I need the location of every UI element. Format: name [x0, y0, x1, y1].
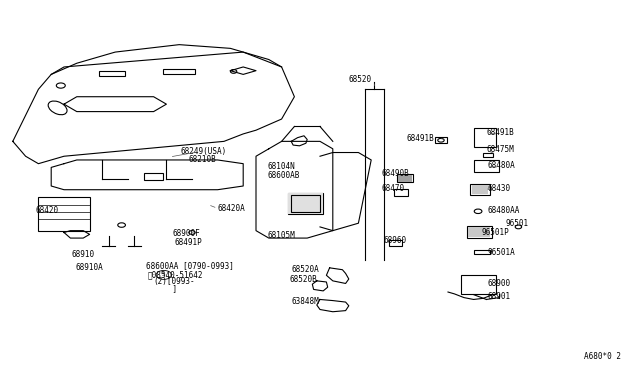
Text: 68910A: 68910A [76, 263, 104, 272]
Text: 68910: 68910 [72, 250, 95, 259]
FancyBboxPatch shape [398, 175, 412, 182]
Text: ]: ] [154, 284, 177, 293]
Text: 68210B: 68210B [189, 155, 216, 164]
Text: 68600AA [0790-0993]: 68600AA [0790-0993] [146, 262, 234, 270]
FancyBboxPatch shape [468, 227, 490, 237]
Text: 68520A: 68520A [291, 265, 319, 274]
Text: 68105M: 68105M [268, 231, 295, 240]
Text: 63848M: 63848M [291, 297, 319, 306]
Text: 68420: 68420 [36, 206, 59, 215]
Text: 68430: 68430 [488, 185, 511, 193]
Text: 68104N: 68104N [268, 162, 295, 171]
Text: 68520: 68520 [349, 76, 372, 84]
Text: 96501P: 96501P [481, 228, 509, 237]
Text: 68520B: 68520B [289, 275, 317, 284]
Text: A680*0 2: A680*0 2 [584, 352, 621, 361]
Text: 68491B: 68491B [486, 128, 514, 137]
Text: 68600AB: 68600AB [268, 171, 300, 180]
Text: ➃08540-51642: ➃08540-51642 [147, 270, 203, 279]
FancyBboxPatch shape [288, 193, 323, 214]
Text: 68901: 68901 [488, 292, 511, 301]
Text: 3: 3 [162, 272, 166, 278]
Text: 68420A: 68420A [218, 204, 245, 213]
Text: 68900F: 68900F [173, 229, 200, 238]
Text: 68249(USA): 68249(USA) [180, 147, 227, 156]
Text: 68470: 68470 [381, 184, 404, 193]
Text: 68491B: 68491B [406, 134, 434, 143]
Text: 96501: 96501 [506, 219, 529, 228]
FancyBboxPatch shape [472, 185, 488, 194]
Text: (2)[0993-: (2)[0993- [154, 278, 195, 286]
Text: 68480AA: 68480AA [488, 206, 520, 215]
Text: 68900: 68900 [488, 279, 511, 288]
Text: 68491P: 68491P [175, 238, 202, 247]
Text: 96501A: 96501A [488, 248, 515, 257]
Text: 68960: 68960 [384, 236, 407, 245]
Text: 68490B: 68490B [381, 169, 409, 178]
Text: 68475M: 68475M [486, 145, 514, 154]
Text: 68480A: 68480A [488, 161, 515, 170]
